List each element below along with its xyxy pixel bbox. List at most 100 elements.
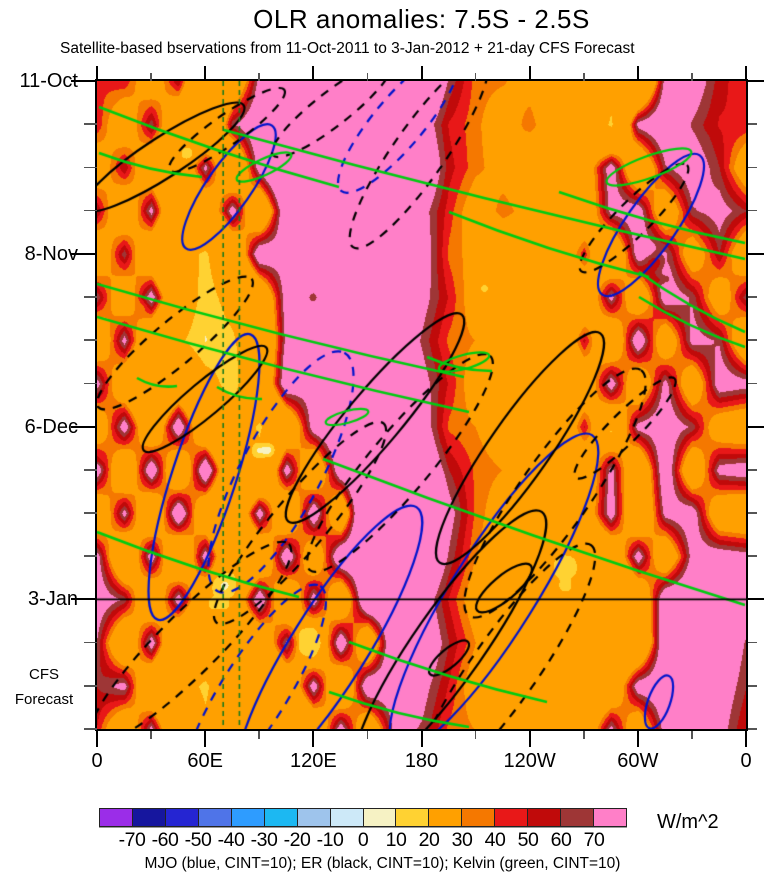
colorbar-cell: [330, 809, 364, 826]
x-major-tick-top: [420, 66, 423, 81]
colorbar-tick-label: -40: [217, 829, 245, 851]
colorbar-tick-label: -50: [184, 829, 212, 851]
y-minor-tick-right: [748, 296, 757, 298]
y-minor-tick-right: [748, 685, 757, 687]
x-minor-tick-bottom: [258, 731, 261, 739]
colorbar-cell: [198, 809, 232, 826]
y-major-tick-left: [71, 425, 97, 428]
x-major-tick-top: [96, 66, 98, 81]
colorbar-cell: [594, 809, 626, 826]
x-minor-tick-bottom: [582, 731, 585, 739]
plot-frame: [95, 79, 748, 731]
x-tick-label: 120W: [503, 750, 556, 772]
y-major-tick-right: [748, 252, 764, 255]
x-major-tick-bottom: [204, 731, 207, 747]
x-minor-tick-bottom: [474, 731, 477, 739]
y-minor-tick-right: [748, 512, 757, 514]
y-major-tick-right: [748, 80, 764, 82]
colorbar-cell: [396, 809, 430, 826]
y-minor-tick-left: [84, 339, 97, 341]
y-minor-tick-right: [748, 555, 757, 557]
x-major-tick-top: [204, 66, 207, 81]
colorbar-cell: [528, 809, 562, 826]
colorbar-cell: [100, 809, 133, 826]
colorbar-tick-label: 50: [517, 829, 539, 851]
x-minor-tick-top: [691, 73, 693, 81]
y-minor-tick-right: [748, 339, 757, 341]
y-major-tick-left: [71, 598, 97, 601]
colorbar-cell: [264, 809, 298, 826]
x-major-tick-top: [528, 66, 531, 81]
colorbar-tick-label: 10: [385, 829, 407, 851]
y-major-tick-left: [71, 252, 97, 255]
y-minor-tick-right: [748, 209, 757, 212]
x-tick-label: 0: [740, 750, 752, 772]
y-minor-tick-left: [84, 685, 97, 687]
y-minor-tick-left: [84, 641, 97, 644]
x-tick-label: 60E: [187, 750, 223, 772]
x-major-tick-top: [636, 66, 639, 81]
x-minor-tick-top: [150, 73, 152, 81]
x-minor-tick-top: [582, 73, 585, 81]
colorbar-tick-label: -30: [250, 829, 278, 851]
x-tick-label: 60W: [617, 750, 659, 772]
colorbar: [99, 808, 627, 827]
x-major-tick-bottom: [420, 731, 423, 747]
y-minor-tick-right: [748, 469, 757, 471]
y-tick-label: 3-Jan: [27, 588, 78, 611]
colorbar-tick-label: 0: [357, 829, 369, 851]
y-tick-label: 8-Nov: [24, 242, 78, 265]
x-tick-label: 0: [91, 750, 103, 772]
colorbar-tick-label: 30: [451, 829, 473, 851]
y-minor-tick-right: [748, 641, 757, 644]
colorbar-cell: [165, 809, 199, 826]
y-major-tick-left: [71, 80, 97, 82]
x-major-tick-top: [745, 66, 747, 81]
x-minor-tick-bottom: [150, 731, 152, 739]
y-minor-tick-right: [748, 123, 757, 125]
x-major-tick-bottom: [96, 731, 98, 747]
colorbar-cell: [462, 809, 496, 826]
colorbar-tick-label: -70: [118, 829, 146, 851]
y-minor-tick-left: [84, 166, 97, 169]
y-tick-label: 6-Dec: [24, 415, 78, 438]
y-minor-tick-left: [84, 512, 97, 514]
colorbar-tick-label: -10: [316, 829, 344, 851]
colorbar-cell: [495, 809, 529, 826]
y-minor-tick-left: [84, 296, 97, 298]
colorbar-cell: [429, 809, 463, 826]
x-tick-label: 180: [404, 750, 439, 772]
colorbar-units: W/m^2: [657, 811, 719, 833]
y-minor-tick-left: [84, 209, 97, 212]
x-major-tick-bottom: [312, 731, 315, 747]
y-minor-tick-left: [84, 728, 97, 730]
x-minor-tick-top: [474, 73, 477, 81]
colorbar-cell: [231, 809, 265, 826]
x-major-tick-bottom: [636, 731, 639, 747]
x-minor-tick-bottom: [366, 731, 369, 739]
colorbar-cell: [363, 809, 397, 826]
y-major-tick-right: [748, 425, 764, 428]
y-minor-tick-left: [84, 469, 97, 471]
x-major-tick-bottom: [528, 731, 531, 747]
colorbar-cell: [297, 809, 331, 826]
y-minor-tick-right: [748, 728, 757, 730]
hovmoller-heatmap-canvas: [97, 81, 746, 729]
y-minor-tick-left: [84, 382, 97, 385]
x-minor-tick-bottom: [691, 731, 693, 739]
y-minor-tick-right: [748, 166, 757, 169]
colorbar-cell: [132, 809, 166, 826]
x-minor-tick-top: [258, 73, 261, 81]
colorbar-tick-label: 40: [484, 829, 506, 851]
x-minor-tick-top: [366, 73, 369, 81]
y-major-tick-right: [748, 598, 764, 601]
colorbar-tick-label: 70: [583, 829, 605, 851]
y-minor-tick-left: [84, 555, 97, 557]
y-minor-tick-left: [84, 123, 97, 125]
figure-subtitle: Satellite-based bservations from 11-Oct-…: [60, 40, 635, 57]
colorbar-tick-label: -60: [151, 829, 179, 851]
x-major-tick-top: [312, 66, 315, 81]
x-major-tick-bottom: [745, 731, 747, 747]
cfs-forecast-label-line2: Forecast: [14, 691, 74, 708]
